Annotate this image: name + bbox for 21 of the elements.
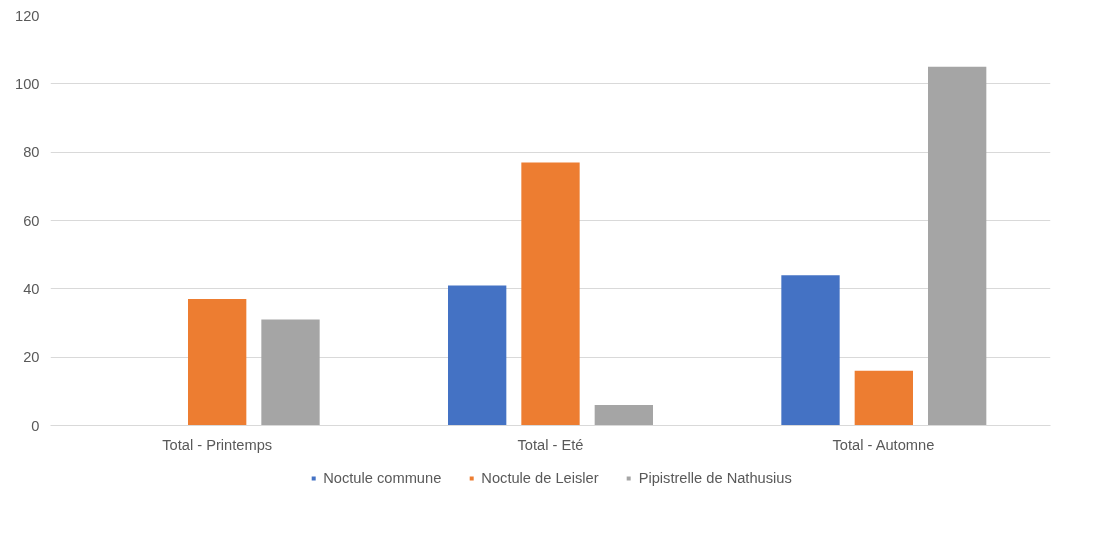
bar [781, 275, 840, 426]
bar [594, 405, 653, 426]
x-tick-label: Total - Eté [517, 436, 584, 453]
legend-label: Noctule de Leisler [481, 469, 599, 486]
y-tick-label: 20 [23, 349, 40, 366]
y-tick-label: 120 [15, 7, 40, 24]
y-tick-label: 40 [23, 280, 40, 297]
y-tick-label: 100 [15, 75, 40, 92]
bar [261, 319, 320, 426]
y-tick-label: 60 [23, 212, 40, 229]
y-tick-label: 80 [23, 144, 40, 161]
x-tick-label: Total - Automne [832, 436, 935, 453]
bar [188, 299, 247, 426]
bar [448, 285, 507, 426]
y-tick-label: 0 [31, 417, 40, 434]
legend-label: Noctule commune [323, 469, 442, 486]
x-tick-label: Total - Printemps [162, 436, 273, 453]
bar [928, 66, 987, 426]
legend-label: Pipistrelle de Nathusius [638, 469, 792, 486]
bar [854, 370, 913, 426]
bar [521, 162, 580, 426]
